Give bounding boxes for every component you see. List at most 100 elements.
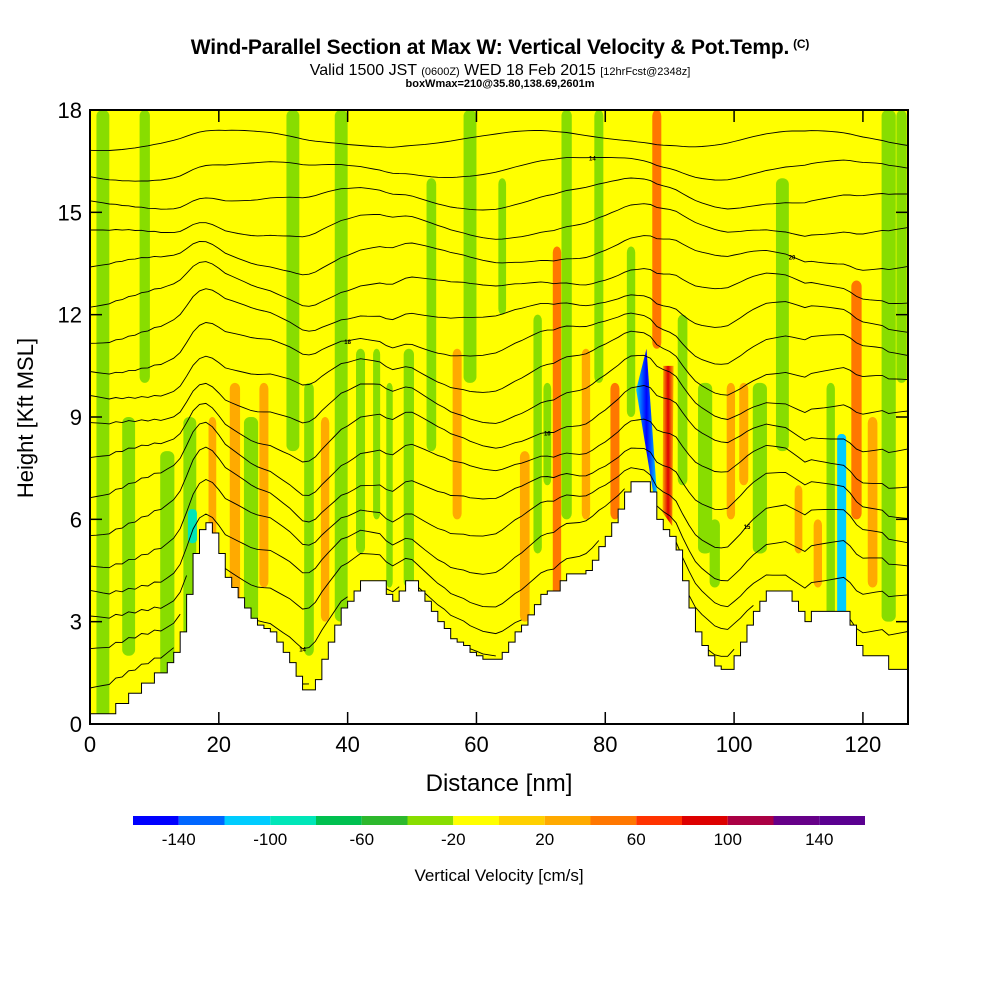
x-tick-label: 0 xyxy=(84,732,96,757)
theta-contour xyxy=(90,467,908,569)
velocity-streak xyxy=(709,519,720,588)
velocity-streak xyxy=(698,382,713,554)
colorbar-swatch xyxy=(453,816,499,825)
colorbar-swatch xyxy=(590,816,637,825)
velocity-streak xyxy=(533,314,542,554)
colorbar-swatch xyxy=(819,816,865,825)
velocity-streak xyxy=(543,382,552,486)
colorbar-swatch xyxy=(636,816,682,825)
velocity-streak xyxy=(498,178,507,315)
colorbar-label: Vertical Velocity [cm/s] xyxy=(414,866,583,885)
chart-title-text: Wind-Parallel Section at Max W: Vertical… xyxy=(190,36,790,59)
forecast-info: [12hrFcst@2348z] xyxy=(600,66,691,78)
theta-contour xyxy=(90,177,908,211)
colorbar-swatch xyxy=(407,816,454,825)
velocity-streak xyxy=(775,178,789,452)
velocity-streak xyxy=(726,382,736,520)
theta-contour xyxy=(90,288,908,344)
velocity-streak xyxy=(851,280,862,520)
theta-contour xyxy=(90,586,908,650)
y-tick-label: 6 xyxy=(70,507,82,532)
velocity-streak xyxy=(356,348,366,554)
theta-contour xyxy=(90,312,908,375)
contour-label: 14 xyxy=(299,648,306,654)
velocity-streak xyxy=(463,110,477,383)
x-tick-label: 120 xyxy=(845,732,882,757)
velocity-streak xyxy=(403,348,414,588)
velocity-streak xyxy=(426,178,437,452)
theta-contour xyxy=(90,647,735,689)
x-tick-label: 20 xyxy=(207,732,231,757)
velocity-streak xyxy=(826,382,835,622)
colorbar-swatch xyxy=(178,816,225,825)
valid-utc: (0600Z) xyxy=(421,66,460,78)
downdraft-streak xyxy=(187,509,197,544)
velocity-streak xyxy=(626,246,636,417)
colorbar-swatch xyxy=(727,816,774,825)
colorbar-tick-label: -60 xyxy=(349,830,374,849)
velocity-streak xyxy=(561,110,572,520)
colorbar-swatch xyxy=(682,816,728,825)
velocity-streak xyxy=(320,417,330,622)
velocity-streak xyxy=(122,417,136,656)
theta-contour xyxy=(90,540,908,619)
colorbar-swatch xyxy=(133,816,179,825)
x-axis-label: Distance [nm] xyxy=(426,770,573,797)
velocity-streak xyxy=(304,382,314,656)
valid-time: Valid 1500 JST xyxy=(309,62,417,79)
downdraft-streak xyxy=(837,434,847,615)
velocity-streak xyxy=(229,382,241,622)
velocity-streak xyxy=(813,519,823,588)
y-tick-label: 0 xyxy=(70,712,82,737)
contour-label: 14 xyxy=(589,157,596,163)
velocity-streak xyxy=(452,348,462,520)
velocity-streak xyxy=(373,348,381,520)
velocity-streak xyxy=(519,451,530,622)
x-tick-label: 80 xyxy=(593,732,617,757)
theta-contours: 14 15 16 18 20 14 xyxy=(90,129,908,689)
colorbar-tick-label: 20 xyxy=(535,830,554,849)
terrain xyxy=(90,481,908,724)
velocity-streak xyxy=(610,382,620,520)
colorbar-swatch xyxy=(224,816,271,825)
theta-contour xyxy=(90,385,908,463)
y-tick-label: 12 xyxy=(58,303,82,328)
x-tick-label: 40 xyxy=(335,732,359,757)
x-axis: 0 20 40 60 80 100 120 xyxy=(84,110,881,757)
theta-contour xyxy=(90,330,908,400)
contour-label: 18 xyxy=(344,340,351,346)
y-tick-label: 15 xyxy=(58,200,82,225)
velocity-streak xyxy=(243,417,259,622)
chart-subtitle-2: boxWmax=210@35.80,138.69,2601m xyxy=(405,78,595,90)
theta-contour xyxy=(90,488,908,595)
velocity-streak xyxy=(881,110,896,622)
copyright-mark: (C) xyxy=(793,37,810,51)
contour-label: 20 xyxy=(789,256,796,262)
colorbar-swatch xyxy=(544,816,591,825)
velocity-streak xyxy=(594,110,604,383)
theta-contour xyxy=(90,235,908,276)
theta-contour xyxy=(90,354,908,425)
colorbar-tick-label: -20 xyxy=(441,830,466,849)
theta-contour xyxy=(90,129,908,152)
velocity-streak xyxy=(896,110,907,383)
updraft-core xyxy=(662,365,674,527)
theta-contour xyxy=(90,203,908,240)
colorbar-swatch xyxy=(773,816,820,825)
chart-subtitle: Valid 1500 JST (0600Z) WED 18 Feb 2015 [… xyxy=(0,62,1000,80)
velocity-streak xyxy=(286,110,300,452)
valid-date: WED 18 Feb 2015 xyxy=(464,62,596,79)
colorbar-swatch xyxy=(316,816,362,825)
velocity-streak xyxy=(552,246,562,622)
velocity-streak xyxy=(652,110,662,349)
theta-contour xyxy=(90,418,908,499)
colorbar-swatch xyxy=(499,816,545,825)
y-axis: 0 3 6 9 12 15 18 xyxy=(58,98,908,737)
velocity-field: 14 15 16 18 20 14 xyxy=(90,110,908,724)
x-tick-label: 100 xyxy=(716,732,753,757)
velocity-streak xyxy=(386,382,393,588)
colorbar-tick-label: -140 xyxy=(162,830,196,849)
velocity-streak xyxy=(752,382,767,554)
colorbar-swatch xyxy=(270,816,316,825)
colorbar-tick-label: -100 xyxy=(253,830,287,849)
